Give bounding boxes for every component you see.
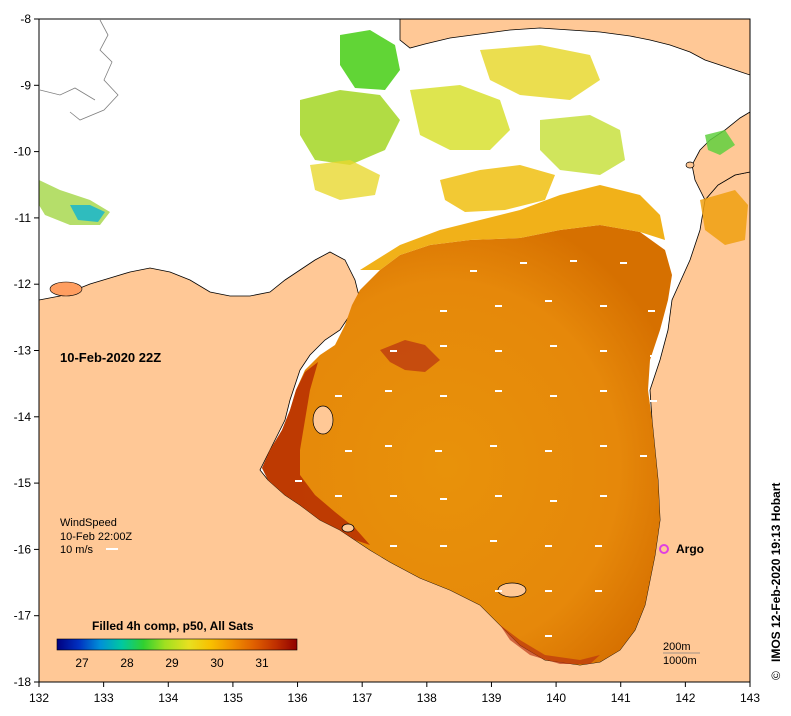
x-tick-label: 142 bbox=[675, 691, 695, 705]
y-tick-label: -9 bbox=[20, 78, 31, 92]
y-tick-label: -8 bbox=[20, 12, 31, 26]
land-new-guinea bbox=[399, 19, 750, 76]
colorbar-ticks: 27 28 29 30 31 bbox=[75, 656, 269, 670]
sst-yellowgreen-patch-d bbox=[540, 115, 625, 175]
island-melville bbox=[49, 281, 83, 297]
sst-east-green-patch bbox=[705, 130, 735, 155]
y-tick-label: -16 bbox=[14, 542, 32, 556]
y-tick-label: -13 bbox=[14, 344, 32, 358]
sst-gulf-of-carpentaria bbox=[262, 225, 672, 665]
x-tick-label: 138 bbox=[417, 691, 437, 705]
sst-yellow-patch-a bbox=[440, 165, 555, 212]
bathymetry-contour-200m bbox=[69, 19, 119, 121]
x-tick-label: 139 bbox=[481, 691, 501, 705]
wind-legend: WindSpeed 10-Feb 22:00Z 10 m/s bbox=[60, 517, 132, 556]
sst-hot-north-patch bbox=[380, 340, 440, 372]
island-tip bbox=[685, 161, 695, 169]
x-tick-label: 143 bbox=[740, 691, 760, 705]
map-date-label: 10-Feb-2020 22Z bbox=[60, 350, 161, 365]
wind-legend-time: 10-Feb 22:00Z bbox=[60, 531, 132, 543]
colorbar-legend: Filled 4h comp, p50, All Sats 27 28 29 30 31 bbox=[56, 619, 298, 670]
argo-symbol-icon bbox=[659, 544, 669, 554]
argo-label: Argo bbox=[676, 542, 704, 556]
sst-east-orange-patch bbox=[700, 190, 748, 245]
colorbar-tick-label: 29 bbox=[165, 656, 179, 670]
credit-text: IMOS 12-Feb-2020 19:13 Hobart bbox=[769, 483, 783, 662]
y-axis: -8 -9 -10 -11 -12 -13 -14 -15 -16 -17 -18 bbox=[14, 12, 39, 689]
y-tick-label: -14 bbox=[14, 410, 32, 424]
sst-west-cyan-patch bbox=[70, 205, 105, 222]
argo-float-marker: Argo bbox=[659, 542, 704, 556]
contour-legend: 200m 1000m bbox=[663, 641, 700, 667]
wind-legend-title: WindSpeed bbox=[60, 517, 117, 529]
y-tick-label: -11 bbox=[15, 211, 32, 225]
sst-yellow-patch-e bbox=[310, 160, 380, 200]
sst-hot-south-coast bbox=[500, 625, 600, 664]
colorbar-tick-label: 31 bbox=[255, 656, 269, 670]
x-tick-label: 135 bbox=[223, 691, 243, 705]
x-tick-label: 140 bbox=[546, 691, 566, 705]
island-groote-eylandt bbox=[312, 405, 334, 435]
island-mornington bbox=[497, 582, 527, 598]
sst-green-patch-a bbox=[300, 90, 400, 165]
x-tick-label: 141 bbox=[611, 691, 631, 705]
contour-legend-1000m: 1000m bbox=[663, 655, 697, 667]
sst-yellow-patch-b bbox=[480, 45, 600, 100]
sst-orange-north-band bbox=[360, 185, 665, 270]
y-tick-label: -10 bbox=[14, 145, 32, 159]
contour-legend-200m: 200m bbox=[663, 641, 691, 653]
sst-green-patch-b bbox=[340, 30, 400, 90]
y-tick-label: -12 bbox=[14, 277, 32, 291]
x-tick-label: 132 bbox=[29, 691, 49, 705]
wind-scale-arrow bbox=[106, 548, 118, 550]
colorbar-gradient bbox=[56, 638, 298, 651]
x-tick-label: 137 bbox=[352, 691, 372, 705]
colorbar-tick-label: 28 bbox=[120, 656, 134, 670]
copyright-icon: © bbox=[769, 671, 783, 680]
island-small-west bbox=[341, 523, 355, 533]
sst-hot-west-coast bbox=[262, 362, 370, 545]
y-tick-label: -15 bbox=[14, 476, 32, 490]
y-tick-label: -17 bbox=[14, 609, 32, 623]
plot-area bbox=[39, 19, 750, 682]
sst-yellowgreen-patch-c bbox=[410, 85, 510, 150]
x-tick-label: 136 bbox=[288, 691, 308, 705]
credit: © IMOS 12-Feb-2020 19:13 Hobart bbox=[769, 483, 783, 680]
colorbar-tick-label: 30 bbox=[210, 656, 224, 670]
bathymetry-contour-1000m bbox=[39, 87, 96, 101]
x-axis: 132 133 134 135 136 137 138 139 140 141 142 143 bbox=[29, 682, 760, 705]
y-tick-label: -18 bbox=[14, 675, 32, 689]
x-tick-label: 134 bbox=[158, 691, 178, 705]
wind-legend-scale: 10 m/s bbox=[60, 544, 94, 556]
colorbar-title: Filled 4h comp, p50, All Sats bbox=[92, 619, 254, 633]
wind-vector-field bbox=[295, 260, 657, 637]
x-tick-label: 133 bbox=[94, 691, 114, 705]
colorbar-tick-label: 27 bbox=[75, 656, 89, 670]
